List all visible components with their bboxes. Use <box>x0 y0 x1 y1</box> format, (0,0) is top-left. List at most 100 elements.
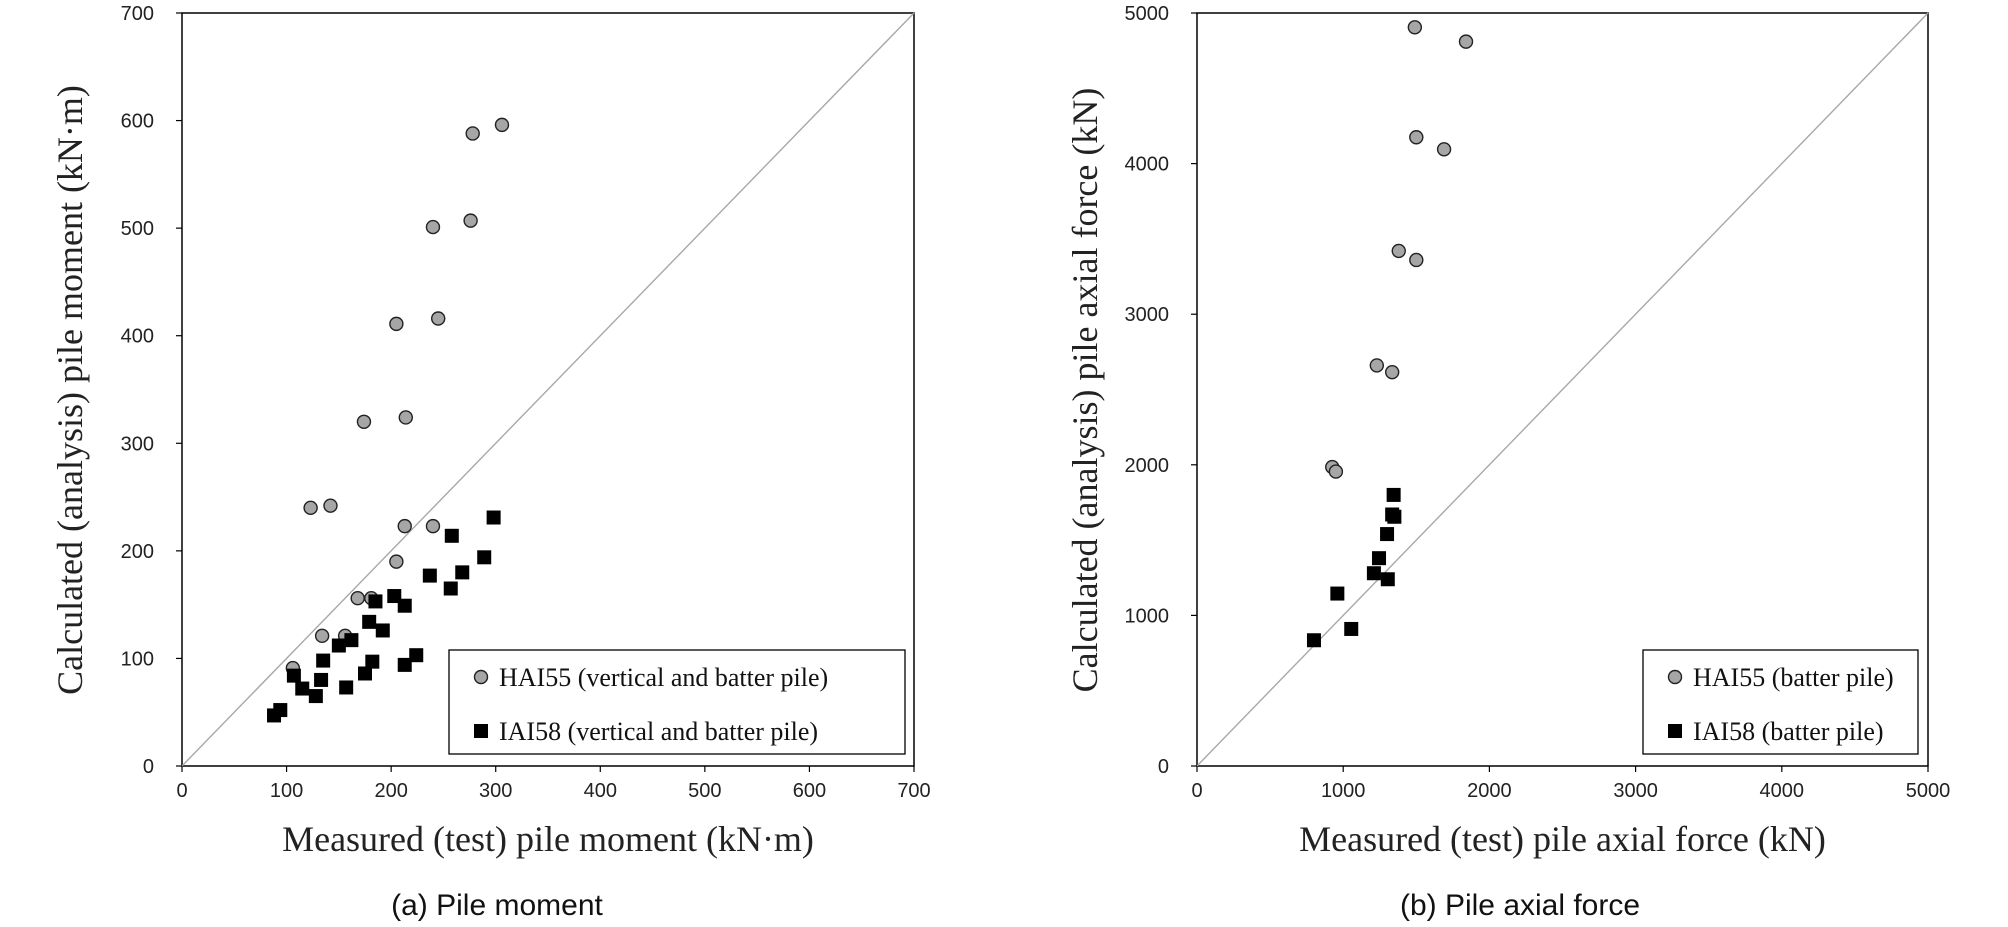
data-point <box>365 654 380 669</box>
data-point <box>1380 527 1395 542</box>
data-point <box>389 554 404 569</box>
data-point <box>455 565 470 580</box>
x-tick-label: 100 <box>270 780 303 802</box>
legend-label: IAI58 (vertical and batter pile) <box>499 717 818 746</box>
y-tick-label: 0 <box>143 756 154 778</box>
y-tick-label: 1000 <box>1125 605 1170 627</box>
y-axis-label: Calculated (analysis) pile axial force (… <box>1065 88 1105 693</box>
x-axis-label: Measured (test) pile axial force (kN) <box>1299 819 1826 859</box>
data-point <box>295 681 310 696</box>
data-point <box>397 598 412 613</box>
data-point <box>323 498 338 513</box>
data-point <box>1436 142 1452 157</box>
y-tick-label: 300 <box>121 433 154 455</box>
y-tick-label: 4000 <box>1125 154 1170 176</box>
x-tick-label: 600 <box>793 780 826 802</box>
data-point <box>1409 252 1424 268</box>
x-tick-label: 700 <box>897 780 930 802</box>
panel-b-pile-axial-force: 0 1000 2000 3000 4000 5000 0 1000 2000 3000 4000 50… <box>1065 3 1950 922</box>
legend-box <box>448 649 906 755</box>
x-tick-label: 4000 <box>1760 780 1805 802</box>
legend: HAI55 (vertical and batter pile) IAI58 (v… <box>448 649 906 755</box>
data-point <box>358 666 372 681</box>
x-tick-label: 200 <box>374 780 407 802</box>
y-tick-label: 600 <box>121 111 154 133</box>
data-point <box>273 703 288 718</box>
data-point <box>368 594 383 609</box>
data-point <box>1369 358 1385 373</box>
plot-area <box>181 12 915 767</box>
y-tick-label: 3000 <box>1125 304 1170 326</box>
y-tick-label: 5000 <box>1125 3 1170 25</box>
y-tick-label: 200 <box>121 541 154 563</box>
data-point <box>463 213 478 228</box>
y-tick-label: 2000 <box>1125 455 1170 477</box>
y-axis-label: Calculated (analysis) pile moment (kN·m) <box>50 85 90 695</box>
legend-marker <box>474 724 488 738</box>
x-tick-label: 3000 <box>1613 780 1658 802</box>
x-tick-label: 0 <box>176 780 187 802</box>
data-point <box>1387 509 1402 524</box>
y-tick-label: 400 <box>121 326 154 348</box>
data-point <box>308 689 323 704</box>
data-point <box>1384 364 1400 380</box>
y-tick-label: 700 <box>121 3 154 25</box>
data-point <box>397 518 412 534</box>
y-tick-label: 500 <box>121 218 154 240</box>
data-point <box>398 410 413 425</box>
data-point <box>494 117 510 133</box>
x-tick-label: 400 <box>584 780 617 802</box>
data-point <box>1386 487 1401 502</box>
data-point <box>356 414 372 429</box>
legend-marker <box>1668 724 1682 738</box>
data-point <box>303 500 318 516</box>
data-point <box>425 219 441 235</box>
data-point <box>339 680 354 695</box>
data-point <box>443 581 458 596</box>
y-tick-label: 0 <box>1158 756 1169 778</box>
data-point <box>1306 633 1321 648</box>
data-point <box>286 668 301 683</box>
figure-caption: (b) Pile axial force <box>1400 889 1640 922</box>
data-point <box>397 657 412 672</box>
data-point <box>486 510 501 525</box>
x-axis-label: Measured (test) pile moment (kN·m) <box>282 819 814 859</box>
legend: HAI55 (batter pile) IAI58 (batter pile) <box>1642 649 1919 755</box>
data-point <box>477 550 492 565</box>
data-point <box>1344 621 1359 636</box>
data-point <box>431 311 446 326</box>
data-point <box>350 590 365 606</box>
x-tick-label: 2000 <box>1467 780 1512 802</box>
data-point <box>444 528 459 543</box>
data-point <box>1407 20 1423 35</box>
data-point <box>375 623 390 638</box>
data-point <box>1330 586 1345 601</box>
x-tick-label: 0 <box>1191 780 1202 802</box>
data-point <box>1380 572 1395 587</box>
panel-a-pile-moment: 0 100 200 300 400 500 600 700 0 100 200 300 400 500 60… <box>50 3 931 922</box>
data-point <box>314 672 329 687</box>
legend-label: IAI58 (batter pile) <box>1693 717 1884 746</box>
x-tick-label: 500 <box>688 780 721 802</box>
figure-caption: (a) Pile moment <box>391 889 603 922</box>
legend-box <box>1642 649 1919 755</box>
legend-marker <box>1667 669 1683 685</box>
y-tick-label: 100 <box>121 648 154 670</box>
data-point <box>1366 566 1381 581</box>
data-point <box>389 316 404 332</box>
x-tick-label: 300 <box>479 780 512 802</box>
data-point <box>344 633 359 648</box>
data-point <box>314 628 330 644</box>
data-point <box>1391 243 1406 259</box>
x-tick-label: 1000 <box>1321 780 1366 802</box>
data-point <box>1328 464 1344 479</box>
data-point <box>422 568 437 583</box>
data-point <box>1372 551 1387 566</box>
legend-marker <box>473 669 489 685</box>
x-tick-label: 5000 <box>1906 780 1951 802</box>
data-point <box>425 518 441 534</box>
legend-label: HAI55 (vertical and batter pile) <box>499 663 828 692</box>
reference-line <box>181 12 915 767</box>
legend-label: HAI55 (batter pile) <box>1693 663 1894 692</box>
